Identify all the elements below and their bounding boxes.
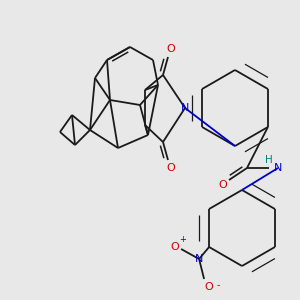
Text: +: + [180,235,187,244]
Text: O: O [167,44,176,54]
Text: H: H [265,155,273,165]
Text: -: - [216,280,220,290]
Text: O: O [171,242,179,252]
Text: O: O [167,163,176,173]
Text: N: N [181,103,189,113]
Text: N: N [274,163,282,173]
Text: N: N [195,254,203,264]
Text: O: O [219,180,227,190]
Text: O: O [205,282,214,292]
